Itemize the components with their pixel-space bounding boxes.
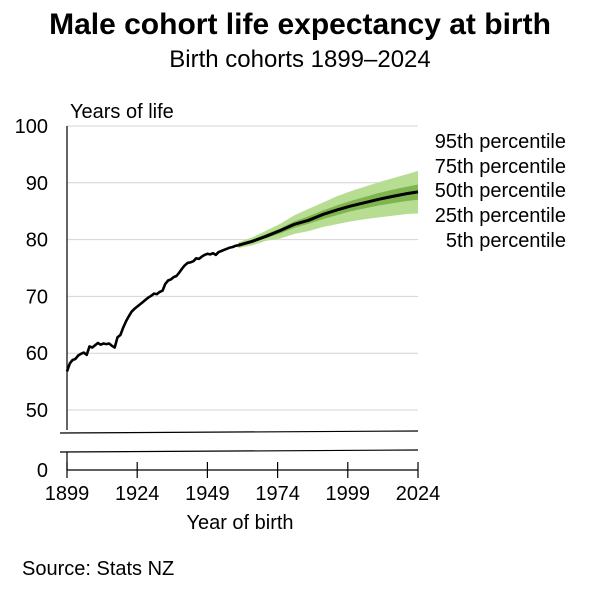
x-tick-label: 1924 (115, 483, 160, 505)
x-tick-label: 1999 (326, 483, 371, 505)
x-tick-label: 1949 (185, 483, 230, 505)
axis-break-top (59, 430, 419, 434)
y-tick-label: 70 (26, 286, 48, 308)
y-axis-label: Years of life (70, 101, 174, 123)
y-tick-label: 60 (26, 343, 48, 365)
chart-subtitle: Birth cohorts 1899–2024 (169, 46, 431, 73)
legend-label-25th: 25th percentile (435, 205, 566, 227)
historical-life-expectancy-line (65, 244, 239, 372)
median-projection-line (237, 190, 419, 247)
y-tick-label: 90 (26, 173, 48, 195)
axis-break-bottom (59, 449, 419, 453)
y-tick-label: 50 (26, 400, 48, 422)
legend-label-75th: 75th percentile (435, 156, 566, 178)
source-note: Source: Stats NZ (22, 558, 175, 580)
x-tick-label: 1974 (255, 483, 300, 505)
x-tick-label: 2024 (396, 483, 441, 505)
legend-label-95th: 95th percentile (435, 131, 566, 153)
x-tick-label: 1899 (45, 483, 90, 505)
y-tick-label: 100 (15, 116, 48, 138)
chart-title: Male cohort life expectancy at birth (49, 8, 551, 41)
legend-label-50th: 50th percentile (435, 180, 566, 202)
legend-label-5th: 5th percentile (446, 230, 566, 252)
x-axis-label: Year of birth (186, 512, 293, 534)
y-tick-label: 0 (37, 460, 48, 482)
y-tick-label: 80 (26, 230, 48, 252)
